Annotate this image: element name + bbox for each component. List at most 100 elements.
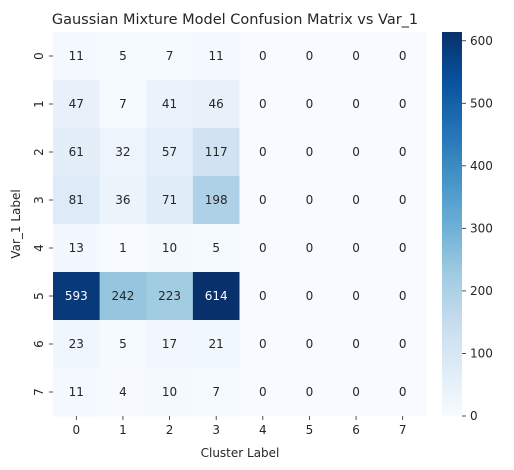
heatmap-cell — [286, 272, 334, 321]
cell-value-label: 21 — [209, 337, 224, 351]
cell-value-label: 0 — [259, 193, 267, 207]
heatmap-cell — [332, 32, 380, 81]
cell-value-label: 32 — [115, 145, 130, 159]
cell-value-label: 7 — [212, 385, 220, 399]
heatmap-cell — [146, 320, 194, 369]
cell-value-label: 0 — [399, 49, 407, 63]
heatmap-cell — [99, 32, 147, 81]
heatmap-cell — [332, 272, 380, 321]
heatmap-cell — [53, 32, 101, 81]
cell-value-label: 242 — [111, 289, 134, 303]
heatmap-cell — [239, 272, 287, 321]
cell-value-label: 0 — [352, 49, 360, 63]
heatmap-cell — [99, 176, 147, 225]
y-axis-ticks: 0 1 2 3 4 5 6 7 — [32, 52, 53, 396]
cell-value-label: 0 — [399, 193, 407, 207]
heatmap-cell — [146, 368, 194, 417]
cell-value-label: 0 — [259, 145, 267, 159]
colorbar-tick-label: 300 — [470, 221, 493, 235]
cell-value-label: 0 — [306, 193, 314, 207]
heatmap-cell — [192, 176, 240, 225]
heatmap-cell — [99, 224, 147, 273]
cell-value-label: 117 — [205, 145, 228, 159]
heatmap-cell — [239, 176, 287, 225]
cell-value-label: 0 — [259, 241, 267, 255]
y-tick-label: 0 — [32, 52, 46, 60]
heatmap-cell — [286, 32, 334, 81]
x-tick-label: 1 — [119, 423, 127, 437]
heatmap-cell — [146, 176, 194, 225]
cell-value-label: 11 — [209, 49, 224, 63]
cell-value-label: 0 — [259, 385, 267, 399]
cell-value-label: 0 — [259, 289, 267, 303]
heatmap-cell — [53, 320, 101, 369]
cell-value-label: 0 — [399, 289, 407, 303]
cell-value-label: 41 — [162, 97, 177, 111]
heatmap-cell — [379, 320, 427, 369]
heatmap-cell — [146, 80, 194, 129]
heatmap-cell — [192, 128, 240, 177]
chart-title: Gaussian Mixture Model Confusion Matrix … — [52, 12, 418, 28]
x-tick-label: 5 — [306, 423, 314, 437]
heatmap-cell — [53, 224, 101, 273]
heatmap-cell — [239, 128, 287, 177]
heatmap-cell — [53, 272, 101, 321]
heatmap-cell — [286, 128, 334, 177]
heatmap-cell — [99, 368, 147, 417]
cell-value-label: 0 — [352, 289, 360, 303]
cell-value-label: 47 — [69, 97, 84, 111]
heatmap-cell — [332, 368, 380, 417]
cell-value-label: 81 — [69, 193, 84, 207]
x-tick-label: 7 — [399, 423, 407, 437]
heatmap-cell — [332, 128, 380, 177]
heatmap-cell — [286, 224, 334, 273]
heatmap-cell — [379, 32, 427, 81]
heatmap-cell — [239, 320, 287, 369]
cell-value-label: 23 — [69, 337, 84, 351]
colorbar-tick-label: 600 — [470, 34, 493, 48]
cell-value-label: 614 — [205, 289, 228, 303]
heatmap-cell — [192, 320, 240, 369]
colorbar-tick-label: 0 — [470, 409, 478, 423]
cell-value-label: 198 — [205, 193, 228, 207]
cell-value-label: 11 — [69, 49, 84, 63]
colorbar-tick-label: 400 — [470, 159, 493, 173]
cell-value-label: 7 — [166, 49, 174, 63]
cell-value-label: 46 — [209, 97, 224, 111]
x-tick-label: 4 — [259, 423, 267, 437]
x-tick-label: 3 — [212, 423, 220, 437]
heatmap-cell — [146, 128, 194, 177]
cell-value-label: 0 — [306, 49, 314, 63]
heatmap-cell — [146, 272, 194, 321]
y-tick-label: 2 — [32, 148, 46, 156]
heatmap-cell — [379, 80, 427, 129]
cell-value-label: 0 — [306, 145, 314, 159]
heatmap-cell — [379, 176, 427, 225]
heatmap-cell — [379, 368, 427, 417]
cell-value-label: 0 — [352, 193, 360, 207]
colorbar: 0 100 200 300 400 500 600 — [442, 32, 493, 423]
cell-value-label: 0 — [306, 337, 314, 351]
cell-value-label: 11 — [69, 385, 84, 399]
cell-value-label: 0 — [352, 337, 360, 351]
cell-value-label: 0 — [352, 145, 360, 159]
heatmap-cell — [53, 80, 101, 129]
heatmap-cell — [332, 176, 380, 225]
heatmap-cell — [286, 176, 334, 225]
heatmap-cells — [53, 32, 427, 417]
y-tick-label: 7 — [32, 388, 46, 396]
colorbar-gradient — [442, 32, 462, 416]
heatmap-cell — [239, 80, 287, 129]
heatmap-cell — [99, 128, 147, 177]
heatmap-cell — [192, 272, 240, 321]
y-tick-label: 5 — [32, 292, 46, 300]
cell-value-label: 0 — [352, 97, 360, 111]
heatmap-cell — [286, 368, 334, 417]
cell-value-label: 5 — [119, 337, 127, 351]
heatmap-cell — [332, 320, 380, 369]
cell-value-label: 5 — [212, 241, 220, 255]
y-tick-label: 1 — [32, 100, 46, 108]
cell-value-label: 1 — [119, 241, 127, 255]
x-axis-label: Cluster Label — [201, 446, 280, 460]
